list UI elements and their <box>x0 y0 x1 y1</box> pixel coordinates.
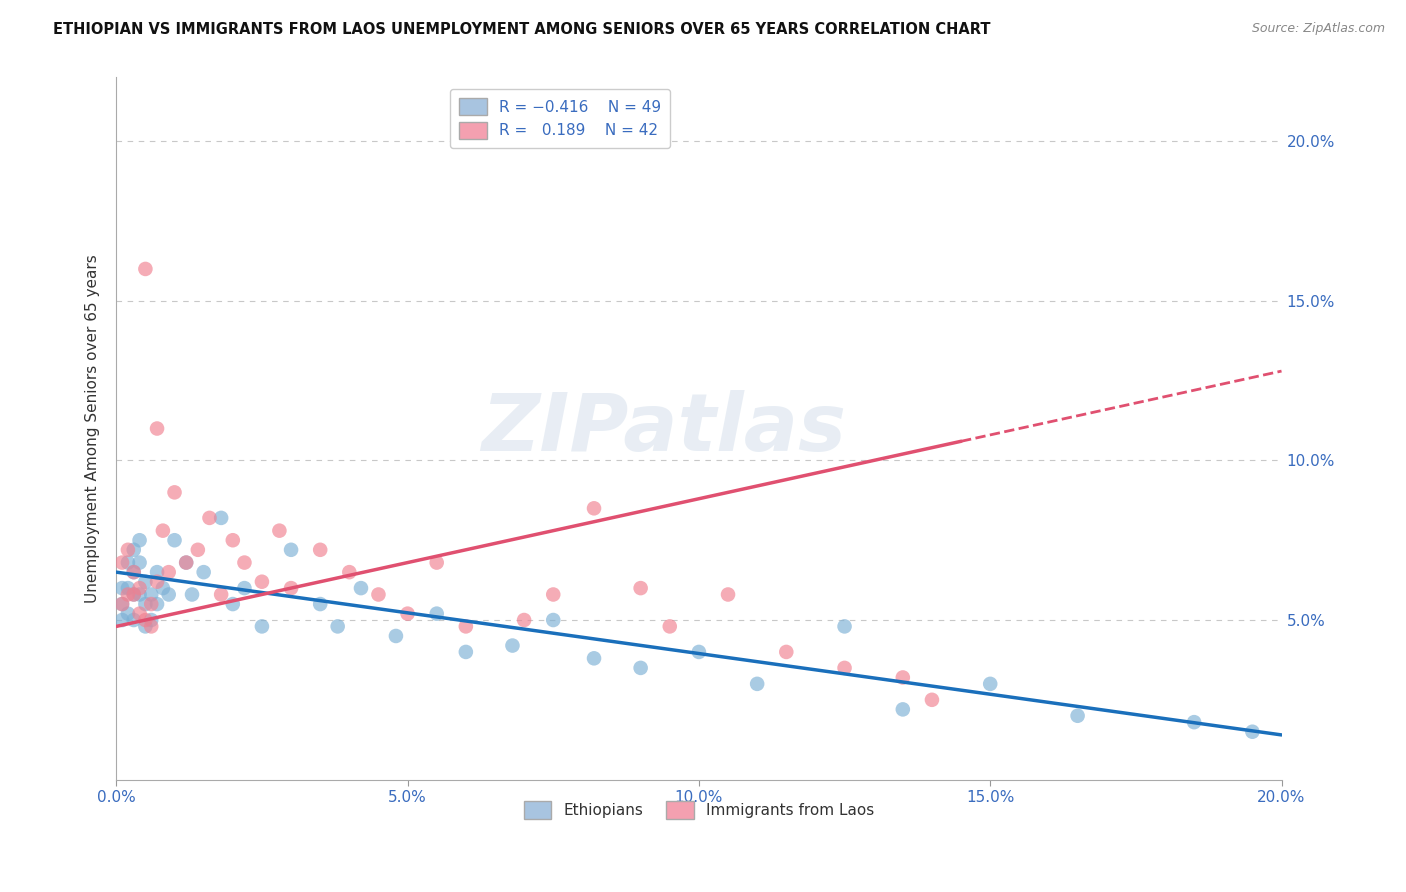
Point <box>141 613 163 627</box>
Point <box>688 645 710 659</box>
Point <box>309 597 332 611</box>
Point <box>280 581 302 595</box>
Text: Source: ZipAtlas.com: Source: ZipAtlas.com <box>1251 22 1385 36</box>
Point <box>222 533 245 548</box>
Point <box>921 693 943 707</box>
Point <box>630 661 652 675</box>
Point <box>775 645 797 659</box>
Point <box>146 597 169 611</box>
Point <box>146 574 169 589</box>
Point <box>717 587 740 601</box>
Point <box>122 542 145 557</box>
Point <box>122 565 145 579</box>
Point <box>209 587 232 601</box>
Point <box>128 587 150 601</box>
Point <box>117 542 139 557</box>
Point <box>141 597 163 611</box>
Point <box>250 619 273 633</box>
Y-axis label: Unemployment Among Seniors over 65 years: Unemployment Among Seniors over 65 years <box>86 254 100 603</box>
Point <box>454 645 477 659</box>
Point <box>337 565 360 579</box>
Point <box>128 533 150 548</box>
Point <box>111 597 134 611</box>
Point <box>280 542 302 557</box>
Point <box>834 661 856 675</box>
Text: ETHIOPIAN VS IMMIGRANTS FROM LAOS UNEMPLOYMENT AMONG SENIORS OVER 65 YEARS CORRE: ETHIOPIAN VS IMMIGRANTS FROM LAOS UNEMPL… <box>53 22 991 37</box>
Point <box>396 607 419 621</box>
Point <box>233 581 256 595</box>
Point <box>134 597 156 611</box>
Point <box>187 542 209 557</box>
Point <box>834 619 856 633</box>
Point <box>122 613 145 627</box>
Point <box>181 587 204 601</box>
Point <box>174 556 197 570</box>
Point <box>426 607 449 621</box>
Point <box>152 524 174 538</box>
Point <box>222 597 245 611</box>
Text: ZIPatlas: ZIPatlas <box>481 390 846 467</box>
Point <box>157 587 180 601</box>
Point <box>111 597 134 611</box>
Point <box>111 556 134 570</box>
Point <box>1241 724 1264 739</box>
Point <box>891 670 914 684</box>
Point <box>233 556 256 570</box>
Point <box>426 556 449 570</box>
Point <box>193 565 215 579</box>
Point <box>1066 708 1088 723</box>
Point <box>134 619 156 633</box>
Point <box>541 587 564 601</box>
Point <box>385 629 408 643</box>
Point <box>128 581 150 595</box>
Point <box>146 421 169 435</box>
Point <box>146 565 169 579</box>
Point <box>163 485 186 500</box>
Point <box>128 607 150 621</box>
Point <box>128 556 150 570</box>
Point <box>163 533 186 548</box>
Point <box>157 565 180 579</box>
Legend: Ethiopians, Immigrants from Laos: Ethiopians, Immigrants from Laos <box>517 795 880 824</box>
Point <box>582 651 605 665</box>
Point <box>141 587 163 601</box>
Point <box>134 613 156 627</box>
Point <box>174 556 197 570</box>
Point <box>117 581 139 595</box>
Point <box>209 511 232 525</box>
Point <box>501 639 523 653</box>
Point <box>326 619 349 633</box>
Point <box>134 262 156 277</box>
Point <box>122 587 145 601</box>
Point <box>111 581 134 595</box>
Point <box>1182 715 1205 730</box>
Point <box>198 511 221 525</box>
Point <box>367 587 389 601</box>
Point <box>117 556 139 570</box>
Point <box>891 702 914 716</box>
Point <box>117 607 139 621</box>
Point <box>582 501 605 516</box>
Point <box>454 619 477 633</box>
Point <box>350 581 373 595</box>
Point <box>134 574 156 589</box>
Point <box>630 581 652 595</box>
Point <box>269 524 291 538</box>
Point <box>250 574 273 589</box>
Point <box>117 587 139 601</box>
Point <box>513 613 536 627</box>
Point <box>122 587 145 601</box>
Point <box>747 677 769 691</box>
Point <box>111 613 134 627</box>
Point <box>658 619 681 633</box>
Point <box>979 677 1001 691</box>
Point <box>141 619 163 633</box>
Point <box>309 542 332 557</box>
Point <box>122 565 145 579</box>
Point <box>541 613 564 627</box>
Point <box>152 581 174 595</box>
